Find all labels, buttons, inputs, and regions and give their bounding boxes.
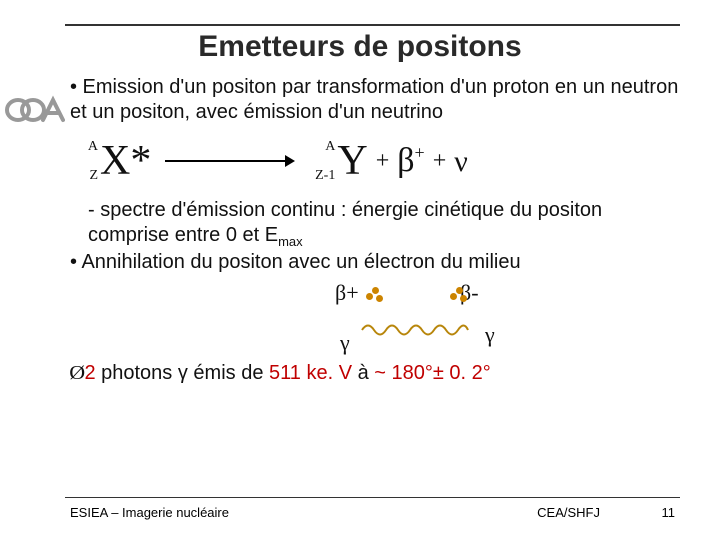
two-red: 2	[84, 362, 95, 384]
left-symbol: X*	[100, 135, 151, 188]
footer-mid: CEA/SHFJ	[537, 505, 600, 520]
left-A: A	[88, 138, 98, 156]
angle-red: ~ 180°± 0. 2°	[374, 362, 491, 384]
footer-left: ESIEA – Imagerie nucléaire	[70, 505, 229, 520]
beta-plus-label: β+	[335, 279, 359, 307]
content-area: • Emission d'un positon par transformati…	[70, 75, 680, 386]
nuclide-left-indices: A Z	[80, 138, 100, 184]
right-Z: Z-1	[315, 167, 335, 185]
plus-1: +	[376, 146, 390, 176]
reaction-arrow	[165, 154, 295, 168]
arrow-bullet-icon: Ø	[69, 361, 85, 386]
wavy-photon-icon	[360, 321, 470, 339]
at-text: à	[352, 362, 374, 384]
bottom-rule	[65, 497, 680, 498]
bullet-annihilation: • Annihilation du positon avec un électr…	[70, 250, 680, 275]
plus-2: +	[433, 146, 447, 176]
slide-title: Emetteurs de positons	[0, 30, 720, 64]
nuclide-right-indices: A Z-1	[309, 138, 337, 184]
particle-blobs	[366, 283, 476, 319]
top-rule	[65, 24, 680, 26]
decay-equation: A Z X* A Z-1 Y + β+ + ν	[80, 135, 680, 188]
right-A: A	[325, 138, 335, 156]
left-Z: Z	[89, 167, 98, 185]
neutrino: ν	[454, 143, 468, 181]
bullet-emission: • Emission d'un positon par transformati…	[70, 75, 680, 125]
right-symbol: Y	[337, 135, 367, 188]
gamma-right: γ	[485, 321, 495, 349]
beta-plus: β+	[397, 140, 424, 183]
cea-logo	[5, 95, 65, 125]
kev-red: 511 ke. V	[269, 362, 352, 384]
footer-page: 11	[662, 505, 676, 520]
photons-text: photons γ émis de	[96, 362, 269, 384]
photon-result-line: Ø2 photons γ émis de 511 ke. V à ~ 180°±…	[70, 361, 680, 386]
gamma-left: γ	[340, 329, 350, 357]
annihilation-diagram: β+ β- γ γ	[70, 279, 680, 359]
bullet-spectrum: - spectre d'émission continu : énergie c…	[88, 198, 680, 250]
